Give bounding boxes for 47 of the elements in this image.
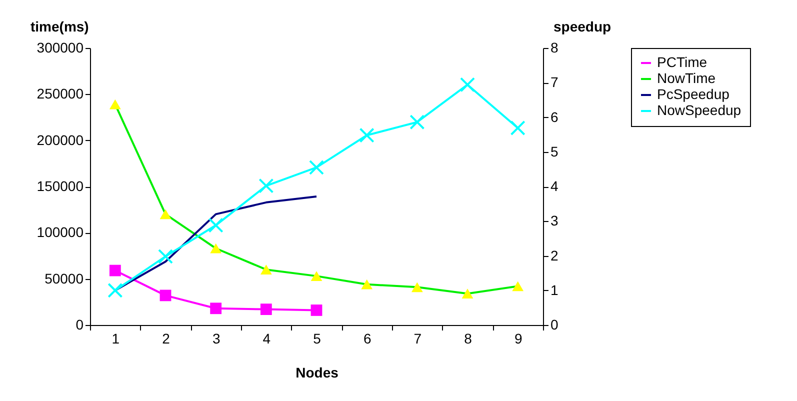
y2-axis-title: speedup <box>554 18 612 34</box>
point <box>158 248 174 264</box>
y2-tick-label: 8 <box>550 40 558 56</box>
point <box>108 282 123 298</box>
y2-tick-label: 0 <box>550 316 558 332</box>
x-tick-label: 3 <box>212 330 220 346</box>
y2-tick-label: 7 <box>550 74 558 90</box>
point <box>310 304 322 316</box>
point <box>460 77 476 92</box>
point <box>410 114 425 130</box>
x-tick-label: 1 <box>112 330 120 346</box>
point <box>208 218 224 233</box>
point <box>260 304 272 316</box>
point <box>210 302 222 314</box>
point <box>160 290 172 302</box>
y2-tick-label: 1 <box>550 282 558 298</box>
line-series <box>114 196 318 292</box>
point <box>359 128 374 143</box>
y2-tick-label: 3 <box>550 212 558 229</box>
point <box>258 178 274 194</box>
legend-label: PCTime <box>657 54 708 70</box>
legend-label: NowTime <box>657 70 716 86</box>
y2-tick-label: 2 <box>550 247 558 264</box>
x-tick-label: 7 <box>414 330 422 346</box>
x-axis-title: Nodes <box>296 364 339 380</box>
x-tick-label: 2 <box>162 330 170 346</box>
point <box>308 160 324 175</box>
x-tick-label: 4 <box>262 330 271 346</box>
point <box>510 120 526 136</box>
x-tick-label: 8 <box>464 330 472 346</box>
y-tick-label: 250000 <box>36 86 84 102</box>
y-axis-title: time(ms) <box>30 18 89 34</box>
y2-tick-label: 4 <box>550 178 558 194</box>
y-tick-label: 150000 <box>36 178 84 194</box>
point <box>109 264 121 276</box>
y-tick-label: 0 <box>76 316 84 332</box>
legend-label: NowSpeedup <box>657 102 742 118</box>
x-tick-label: 9 <box>514 330 522 346</box>
y-tick-label: 300000 <box>36 40 84 56</box>
x-tick-label: 6 <box>363 330 372 346</box>
y2-tick-label: 5 <box>550 143 558 160</box>
y-tick-label: 100000 <box>36 224 84 240</box>
x-tick-label: 5 <box>313 330 322 346</box>
legend-label: PcSpeedup <box>657 86 730 102</box>
y2-tick-label: 6 <box>550 108 558 125</box>
y-tick-label: 200000 <box>36 132 84 148</box>
y-tick-label: 50000 <box>44 270 84 286</box>
